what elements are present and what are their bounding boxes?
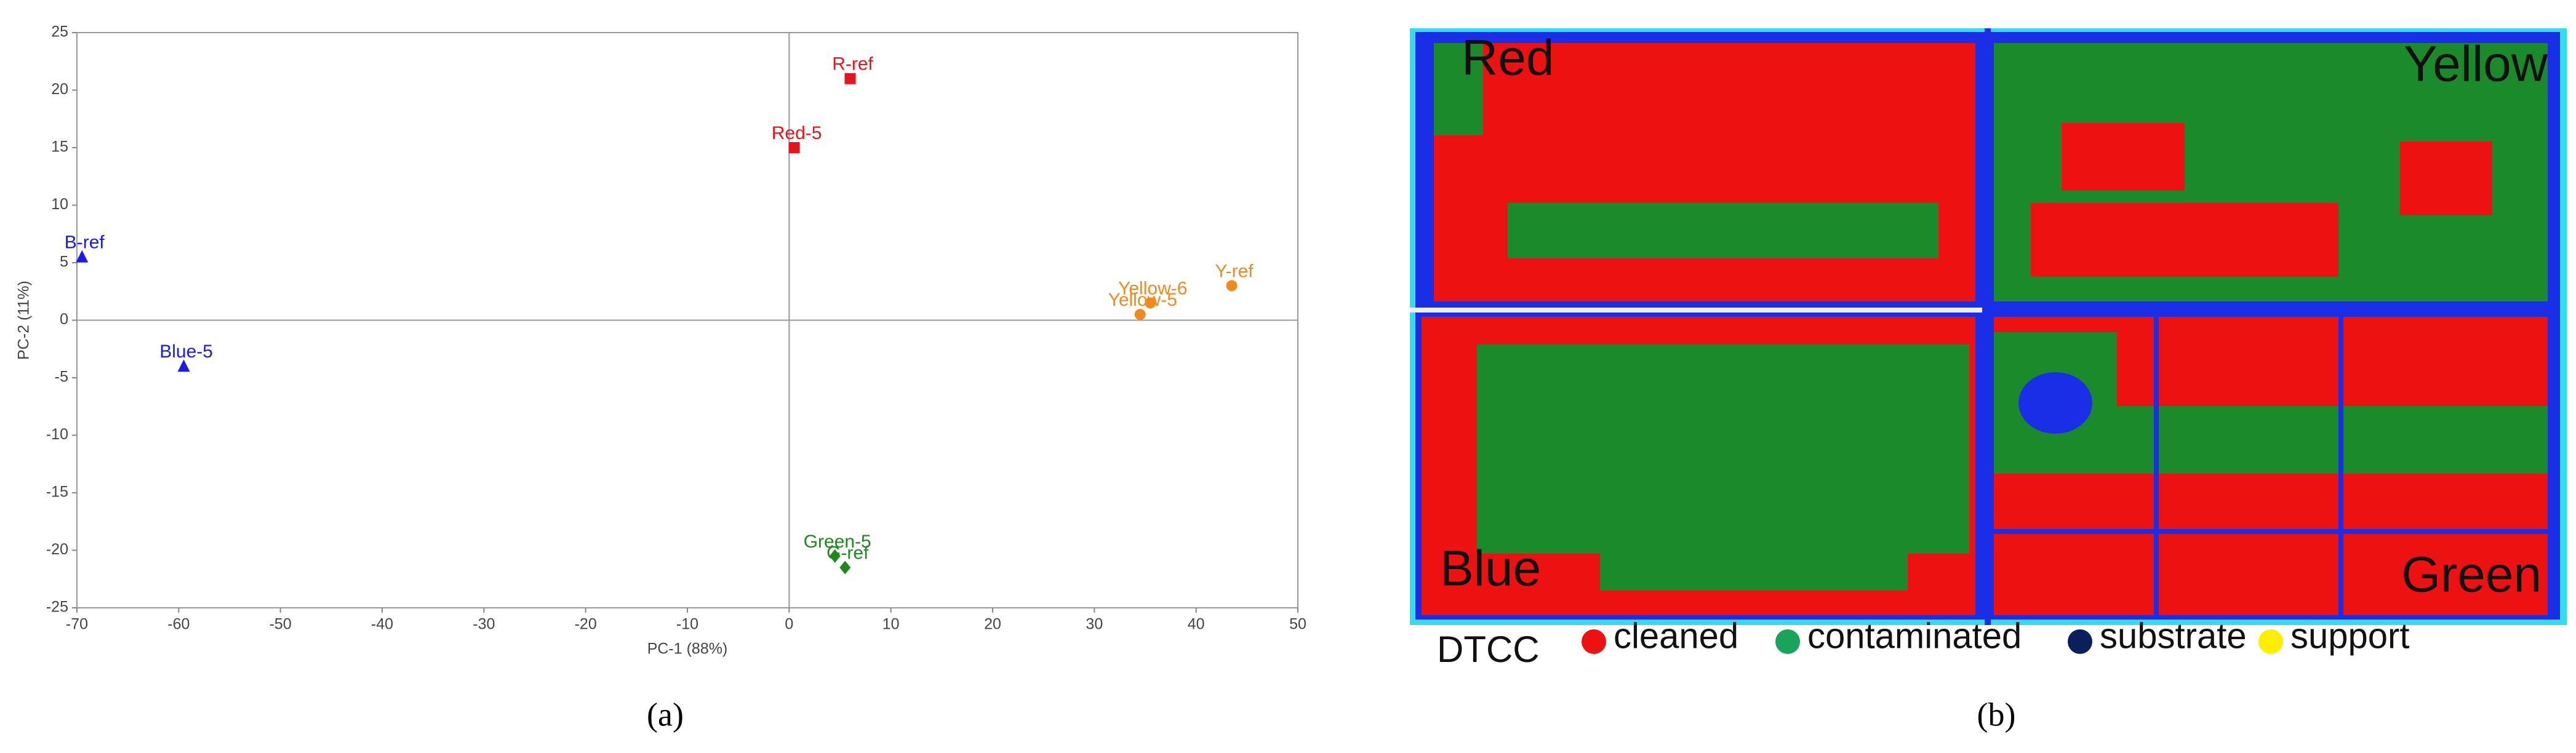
- point-label: G-ref: [826, 543, 869, 563]
- x-tick-label: -20: [575, 616, 597, 633]
- legend-swatch: [1775, 629, 1800, 654]
- caption: (b): [1977, 696, 2016, 733]
- y-tick-label: -5: [55, 369, 68, 386]
- point: [1226, 280, 1238, 292]
- x-tick-label: 50: [1289, 616, 1306, 633]
- point: [1134, 309, 1146, 321]
- point: [788, 142, 800, 153]
- legend-label: support: [2290, 616, 2409, 656]
- y-tick-label: 0: [60, 311, 68, 328]
- legend-label: substrate: [2100, 616, 2247, 656]
- y-tick-label: 25: [51, 23, 68, 41]
- legend-title: DTCC: [1437, 629, 1540, 670]
- quadrant-label: Green: [2401, 547, 2542, 603]
- point: [829, 549, 841, 563]
- point: [76, 250, 89, 263]
- x-tick-label: 20: [984, 616, 1001, 633]
- legend-label: cleaned: [1614, 616, 1738, 656]
- quadrant-label: Yellow: [2404, 36, 2548, 92]
- y-tick-label: 5: [60, 253, 68, 271]
- legend-label: contaminated: [1807, 616, 2022, 656]
- x-tick-label: 30: [1086, 616, 1103, 633]
- y-tick-label: 20: [51, 81, 68, 98]
- point-label: B-ref: [65, 233, 105, 253]
- point-label: Red-5: [772, 123, 822, 143]
- y-axis-label: PC-2 (11%): [15, 281, 33, 360]
- x-tick-label: -40: [371, 616, 393, 633]
- caption: (a): [647, 696, 684, 733]
- x-tick-label: 40: [1188, 616, 1205, 633]
- y-tick-label: -25: [46, 599, 68, 616]
- point: [844, 73, 856, 84]
- point-label: Green-5: [804, 532, 871, 552]
- x-tick-label: -10: [676, 616, 698, 633]
- point-label: Blue-5: [159, 341, 213, 362]
- y-tick-label: 10: [51, 196, 68, 213]
- legend-swatch: [2258, 629, 2283, 654]
- x-tick-label: -60: [167, 616, 190, 633]
- point-label: R-ref: [832, 54, 873, 74]
- y-tick-label: 15: [51, 138, 68, 156]
- point-label: Y-ref: [1215, 261, 1254, 281]
- y-tick-label: -20: [46, 541, 68, 558]
- y-tick-label: -15: [46, 484, 68, 501]
- point: [839, 560, 851, 575]
- x-tick-label: 10: [882, 616, 900, 633]
- quadrant-label: Red: [1462, 30, 1554, 86]
- x-tick-label: 0: [785, 616, 793, 633]
- x-tick-label: -70: [66, 616, 88, 633]
- legend-swatch: [1582, 629, 1606, 654]
- x-axis-label: PC-1 (88%): [647, 640, 728, 658]
- point-label: Yellow-5: [1108, 290, 1177, 310]
- quadrant-label: Blue: [1440, 541, 1541, 597]
- panel-b-image: [1410, 28, 2567, 625]
- y-tick-label: -10: [46, 426, 68, 443]
- legend-swatch: [2068, 629, 2092, 654]
- x-tick-label: -30: [473, 616, 495, 633]
- point: [177, 359, 190, 372]
- point: [1145, 297, 1156, 309]
- x-tick-label: -50: [270, 616, 292, 633]
- point-label: Yellow-6: [1118, 278, 1187, 298]
